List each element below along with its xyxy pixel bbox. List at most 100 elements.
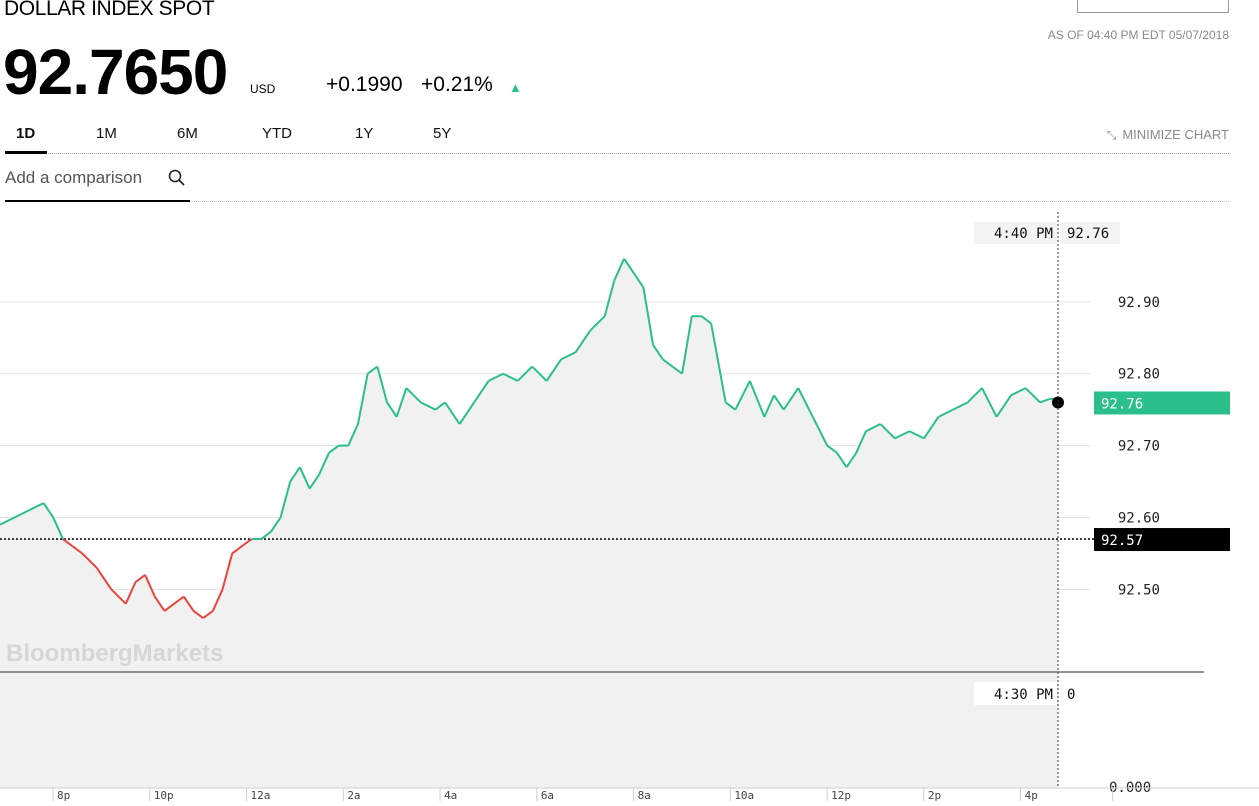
price-line-segment bbox=[395, 387, 408, 418]
price-line-segment bbox=[81, 552, 98, 569]
price-line-segment bbox=[613, 258, 625, 281]
price-line-segment bbox=[231, 545, 243, 555]
up-triangle-icon: ▲ bbox=[509, 80, 522, 95]
price-line-segment bbox=[367, 365, 378, 375]
x-tick-label: 2p bbox=[928, 789, 941, 802]
price-line-segment bbox=[289, 466, 301, 483]
tabs-divider bbox=[5, 153, 1229, 154]
tab-ytd[interactable]: YTD bbox=[262, 125, 292, 142]
price-line-segment bbox=[855, 430, 867, 454]
tab-1d[interactable]: 1D bbox=[16, 125, 36, 142]
price-line-segment bbox=[458, 401, 475, 425]
y-tick-label: 92.60 bbox=[1118, 510, 1160, 526]
price-line-segment bbox=[124, 581, 137, 605]
tab-5y[interactable]: 5Y bbox=[433, 125, 452, 142]
price-line-segment bbox=[502, 372, 519, 382]
comparison-input-underline bbox=[5, 200, 190, 202]
price-line-segment bbox=[110, 588, 127, 605]
price-line-segment bbox=[279, 481, 292, 518]
previous-close-tag: 92.57 bbox=[1101, 533, 1143, 549]
tab-6m[interactable]: 6M bbox=[177, 125, 198, 142]
price-line-segment bbox=[603, 280, 616, 317]
x-tick-label: 4p bbox=[1025, 789, 1038, 802]
crosshair-value-tag-bg bbox=[1060, 222, 1120, 244]
volume-panel-background bbox=[0, 672, 1058, 788]
price-line-segment bbox=[405, 387, 422, 404]
price-line-segment bbox=[153, 595, 166, 612]
last-price-dot bbox=[1052, 396, 1064, 409]
x-tick-label: 8a bbox=[638, 789, 651, 802]
price-line-segment bbox=[797, 387, 814, 418]
x-tick-label: 4a bbox=[444, 789, 457, 802]
price-line-segment bbox=[420, 401, 436, 411]
minimize-chart-button[interactable]: ⤡ MINIMIZE CHART bbox=[1107, 127, 1229, 143]
price-line-segment bbox=[144, 574, 156, 597]
price-line-segment bbox=[211, 588, 224, 612]
price-line-segment bbox=[386, 401, 398, 418]
price-line-segment bbox=[623, 258, 635, 274]
price-line-segment bbox=[473, 380, 490, 404]
price-line-segment bbox=[173, 595, 185, 605]
tab-1y[interactable]: 1Y bbox=[355, 125, 374, 142]
watermark: BloombergMarkets bbox=[6, 640, 223, 667]
price-line-segment bbox=[95, 567, 113, 590]
comparison-input[interactable]: Add a comparison bbox=[5, 168, 143, 187]
price-line-segment bbox=[782, 387, 800, 411]
price-line-segment bbox=[28, 502, 44, 512]
price-line-segment bbox=[328, 444, 340, 454]
price-line-segment bbox=[560, 351, 577, 361]
price-line-segment bbox=[845, 452, 858, 468]
price-line-segment bbox=[811, 416, 829, 447]
price-line-segment bbox=[488, 372, 504, 382]
price-line-segment bbox=[981, 387, 998, 418]
price-line-segment bbox=[632, 272, 645, 289]
price-area-fill bbox=[0, 258, 1058, 672]
crosshair-time-tag: 4:40 PM bbox=[994, 226, 1053, 242]
x-tick-label: 6a bbox=[541, 789, 554, 802]
crosshair-time-tag-bg bbox=[974, 222, 1057, 244]
price-line-segment bbox=[748, 380, 766, 418]
price-line-segment bbox=[545, 358, 563, 382]
price-line-segment bbox=[347, 423, 359, 447]
price-line-segment bbox=[163, 602, 175, 612]
price-line-segment bbox=[318, 452, 330, 475]
comparison-divider bbox=[190, 201, 1229, 202]
currency-label: USD bbox=[250, 82, 276, 96]
price-line-segment bbox=[1010, 387, 1027, 397]
price-line-segment bbox=[574, 330, 592, 353]
price-line-segment bbox=[773, 394, 785, 411]
minimize-icon: ⤡ bbox=[1106, 128, 1117, 142]
price-line-segment bbox=[134, 574, 146, 583]
x-tick-label: 2a bbox=[347, 789, 360, 802]
price-line-segment bbox=[671, 365, 683, 375]
price-line-segment bbox=[357, 373, 369, 425]
price-line-segment bbox=[192, 610, 204, 619]
price-line-segment bbox=[966, 387, 983, 404]
price-line-segment bbox=[299, 466, 311, 490]
search-icon[interactable] bbox=[167, 168, 187, 188]
price-line-segment bbox=[923, 416, 940, 439]
price-line-segment bbox=[376, 366, 388, 403]
price-line-segment bbox=[434, 401, 446, 411]
tab-1m[interactable]: 1M bbox=[96, 125, 117, 142]
price-line-segment bbox=[652, 344, 664, 360]
price-line-segment bbox=[14, 509, 30, 519]
price-line-segment bbox=[183, 595, 195, 612]
crosshair-value-tag: 92.76 bbox=[1067, 226, 1109, 242]
x-tick-label: 10a bbox=[734, 789, 754, 802]
x-tick-label: 8p bbox=[57, 789, 70, 802]
x-tick-label: 10p bbox=[154, 789, 174, 802]
price-line-segment bbox=[836, 452, 848, 468]
price-line-segment bbox=[879, 423, 896, 440]
top-search-box[interactable] bbox=[1077, 0, 1229, 13]
price-line-segment bbox=[260, 531, 272, 540]
price-line-segment bbox=[202, 610, 214, 619]
price-line-segment bbox=[952, 401, 968, 411]
price-line-segment bbox=[531, 365, 548, 382]
price-line-segment bbox=[865, 423, 881, 433]
price-line-segment bbox=[894, 430, 910, 440]
x-tick-label: 12p bbox=[831, 789, 851, 802]
previous-close-tag-bg bbox=[1094, 528, 1230, 552]
y-tick-label: 92.50 bbox=[1118, 582, 1160, 598]
